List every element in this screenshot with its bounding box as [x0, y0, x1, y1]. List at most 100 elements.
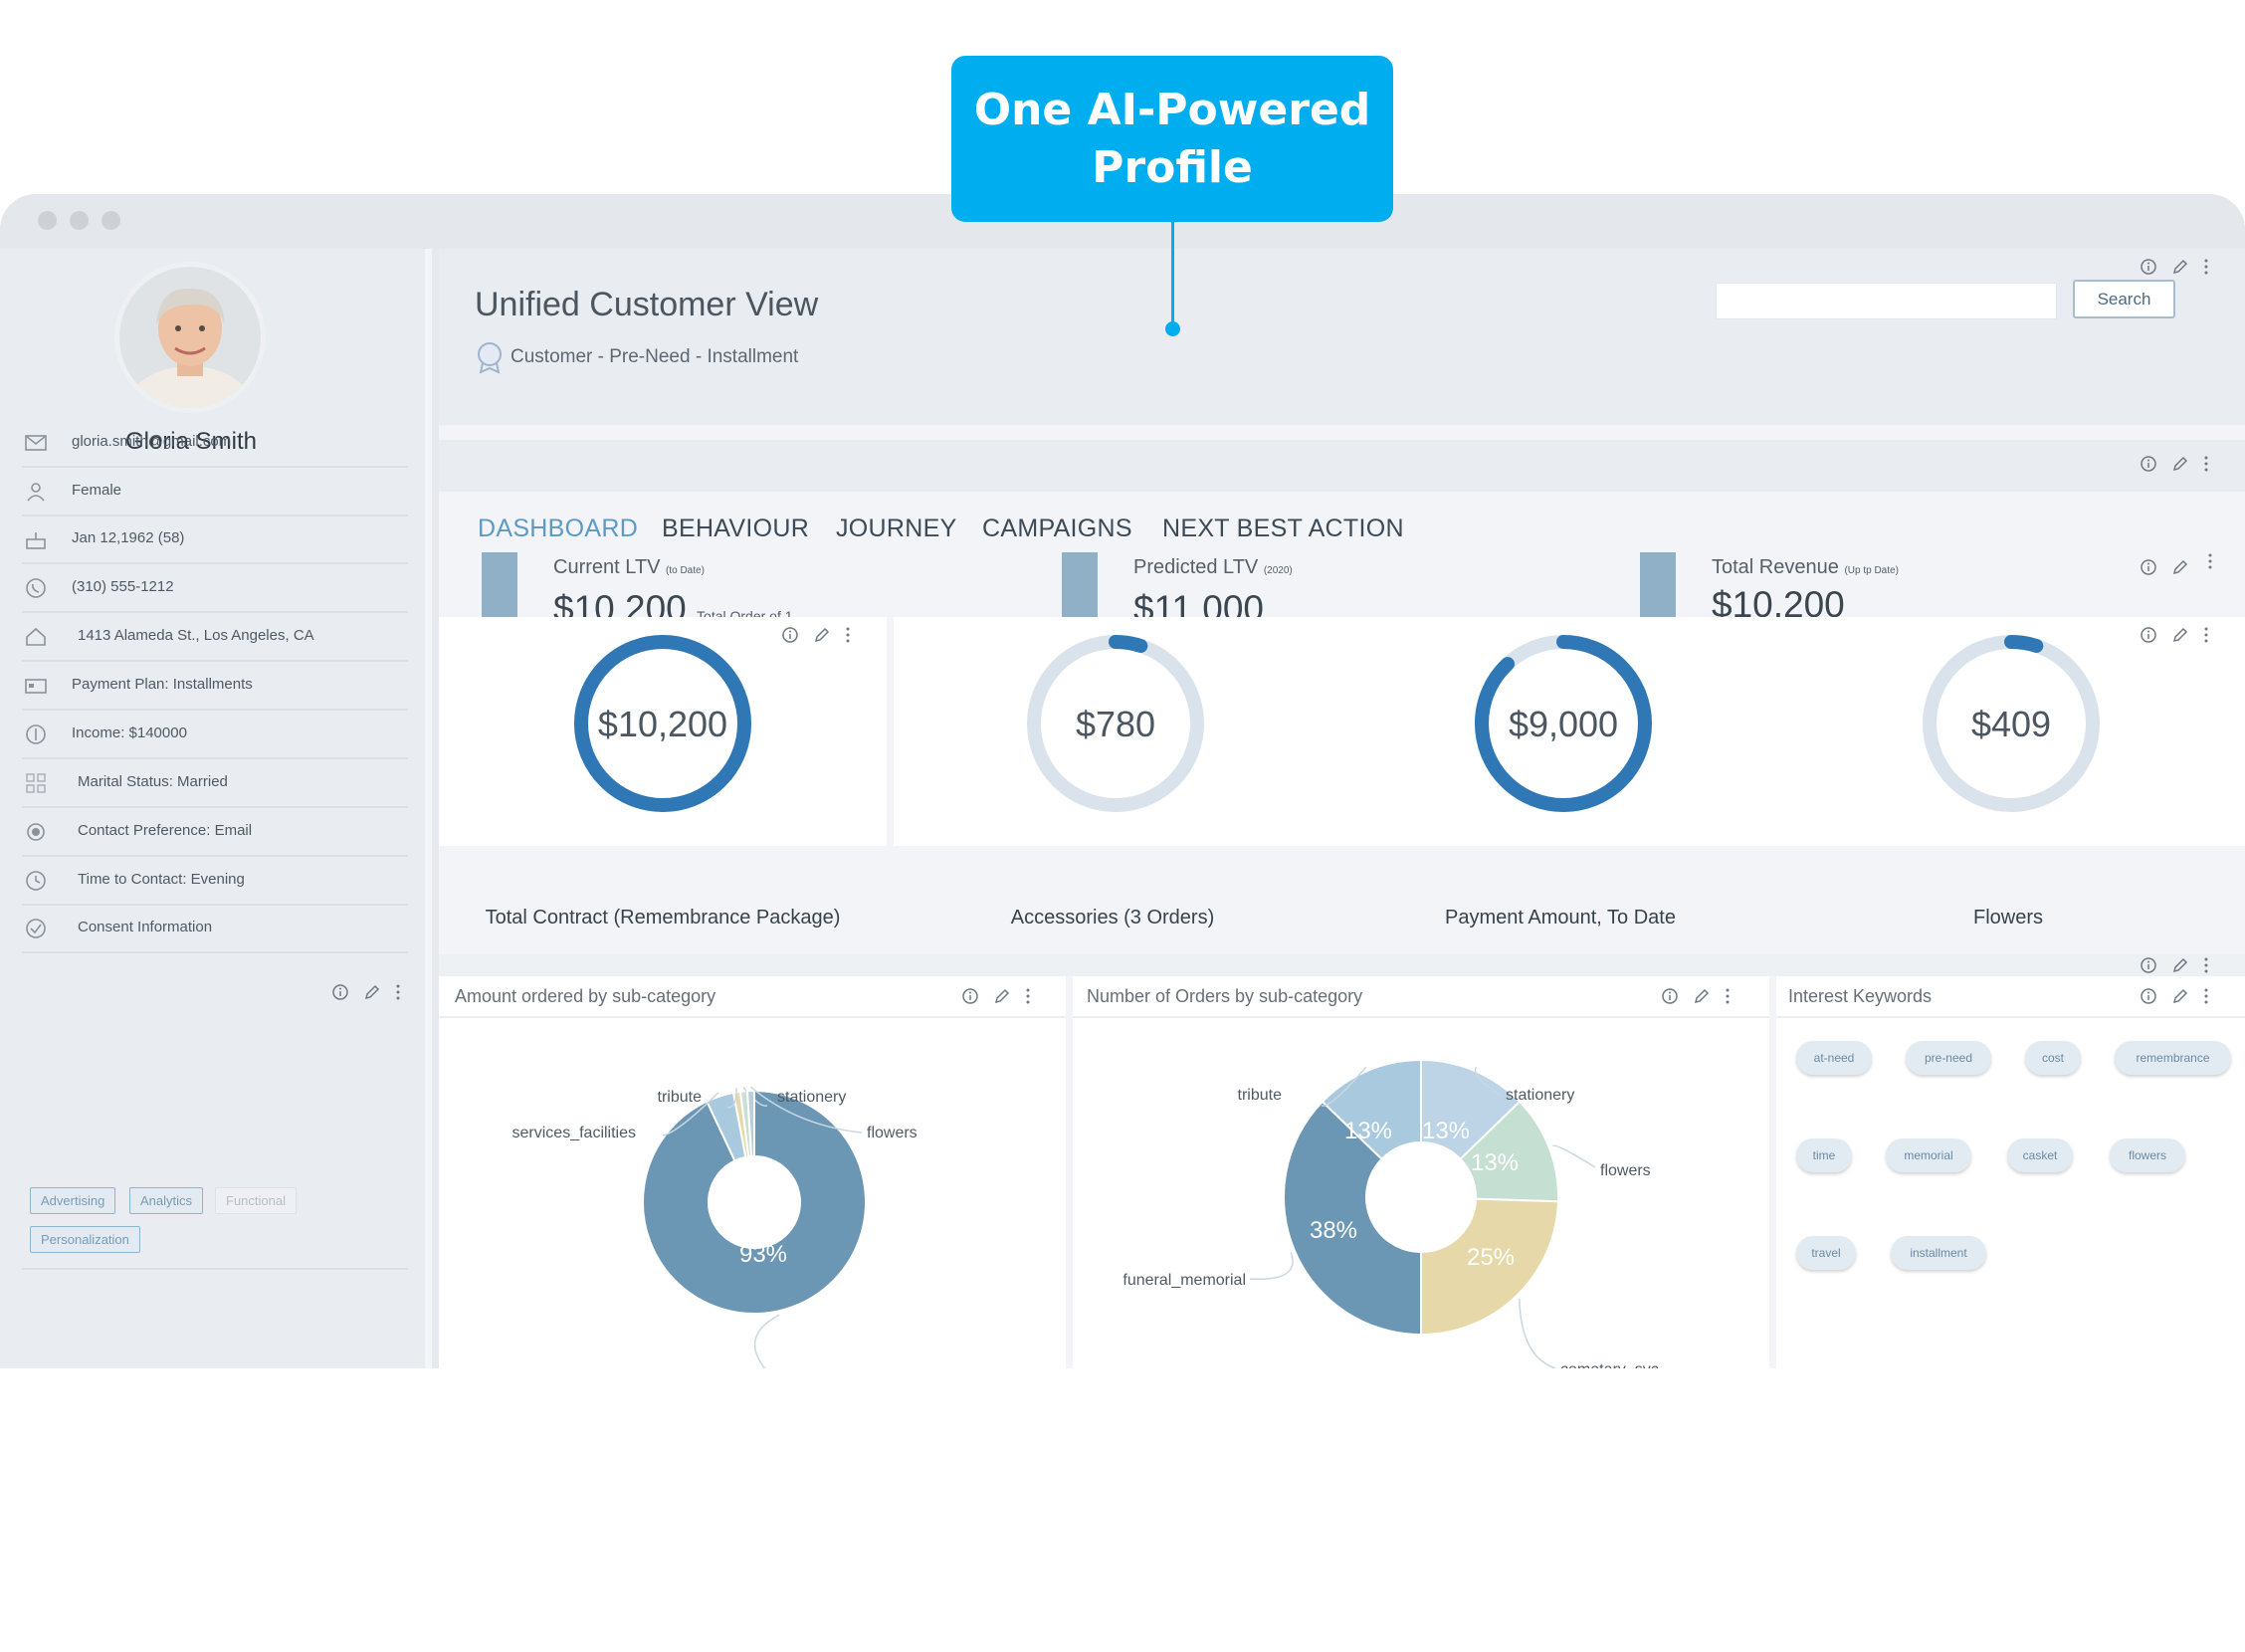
orders-by-subcategory-panel: Number of Orders by sub-category 13% stat…	[1073, 976, 1769, 1368]
info-icon[interactable]	[1661, 987, 1679, 1005]
panel-title: Interest Keywords	[1788, 986, 1933, 1006]
info-icon[interactable]	[2140, 558, 2157, 576]
tab-dashboard[interactable]: DASHBOARD	[478, 515, 639, 542]
donut-percent-label: 38%	[1310, 1217, 1357, 1244]
more-vertical-icon[interactable]	[2203, 455, 2209, 473]
donut-leader-line	[749, 1086, 863, 1134]
keyword-chip[interactable]: time	[1796, 1138, 1852, 1172]
more-vertical-icon[interactable]	[845, 626, 851, 644]
more-vertical-icon[interactable]	[2203, 987, 2209, 1005]
info-icon[interactable]	[2140, 987, 2157, 1005]
keyword-chip[interactable]: flowers	[2110, 1138, 2185, 1172]
profile-row: Income: $140000	[22, 711, 408, 759]
sidebar-tools	[331, 983, 401, 1001]
donut-slice-cemetary-svc[interactable]	[1420, 1197, 1559, 1337]
keyword-chip[interactable]: cost	[2025, 1041, 2081, 1075]
consent-chip-personalization[interactable]: Personalization	[30, 1226, 140, 1253]
gauge-label-total-contract: Total Contract (Remembrance Package)	[485, 907, 841, 929]
kpi-label: Predicted LTV (2020)	[1133, 556, 1293, 578]
donut-percent-label: 13%	[1344, 1118, 1392, 1144]
info-icon[interactable]	[2140, 626, 2157, 644]
edit-pencil-icon[interactable]	[2171, 956, 2189, 974]
kpi-label: Total Revenue (Up tp Date)	[1712, 556, 1899, 578]
donut-leader-line	[1519, 1298, 1556, 1368]
donut-category-label: tribute	[658, 1089, 703, 1106]
info-icon[interactable]	[331, 983, 349, 1001]
profile-row-text: Income: $140000	[72, 724, 187, 741]
profile-row: Payment Plan: Installments	[22, 662, 408, 711]
profile-row-text: Jan 12,1962 (58)	[72, 529, 185, 546]
gauge-fill-arc	[1027, 635, 1204, 812]
more-vertical-icon[interactable]	[2203, 626, 2209, 644]
more-vertical-icon[interactable]	[2203, 258, 2209, 276]
kpi-tools	[2140, 558, 2189, 576]
search-input[interactable]	[1716, 283, 2057, 319]
more-vertical-icon[interactable]	[1025, 987, 1031, 1005]
gauge-value: $9,000	[1509, 704, 1618, 744]
edit-pencil-icon[interactable]	[993, 987, 1011, 1005]
donut-slice-tribute[interactable]	[1321, 1058, 1422, 1161]
edit-pencil-icon[interactable]	[2171, 626, 2189, 644]
info-icon[interactable]	[2140, 455, 2157, 473]
gauge-label-accessories: Accessories (3 Orders)	[1010, 907, 1215, 929]
divider	[1776, 1016, 2245, 1018]
page-title: Unified Customer View	[475, 286, 819, 323]
edit-pencil-icon[interactable]	[1693, 987, 1711, 1005]
donut-slice-flowers[interactable]	[745, 1089, 755, 1158]
more-vertical-icon[interactable]	[1725, 987, 1731, 1005]
window-dot-close[interactable]	[38, 211, 57, 230]
profile-row: 1413 Alameda St., Los Angeles, CA	[22, 613, 408, 662]
keyword-chip[interactable]: pre-need	[1906, 1041, 1991, 1075]
tab-next-best-action[interactable]: NEXT BEST ACTION	[1162, 515, 1404, 542]
keyword-chip[interactable]: installment	[1891, 1236, 1986, 1270]
more-vertical-icon[interactable]	[2203, 956, 2209, 974]
edit-pencil-icon[interactable]	[2171, 455, 2189, 473]
info-icon[interactable]	[2140, 258, 2157, 276]
target-icon	[27, 823, 45, 841]
consent-chip-functional[interactable]: Functional	[215, 1187, 297, 1214]
donut-slice-funeral-memorial[interactable]	[1283, 1100, 1422, 1337]
tab-journey[interactable]: JOURNEY	[836, 515, 957, 542]
info-icon[interactable]	[781, 626, 799, 644]
kpi-more	[2207, 552, 2213, 570]
tab-campaigns[interactable]: CAMPAIGNS	[982, 515, 1132, 542]
edit-pencil-icon[interactable]	[2171, 558, 2189, 576]
tab-behaviour[interactable]: BEHAVIOUR	[662, 515, 810, 542]
donut-category-label: services_facilities	[512, 1125, 636, 1141]
keyword-chip[interactable]: at-need	[1796, 1041, 1872, 1075]
window-dot-maximize[interactable]	[102, 211, 120, 230]
edit-pencil-icon[interactable]	[2171, 987, 2189, 1005]
donut-category-label: stationery	[1506, 1087, 1574, 1104]
callout-line2: Profile	[1092, 141, 1253, 193]
consent-chip-analytics[interactable]: Analytics	[129, 1187, 204, 1214]
panel-tools	[1661, 987, 1731, 1005]
window-dot-minimize[interactable]	[70, 211, 89, 230]
keyword-chip[interactable]: memorial	[1886, 1138, 1971, 1172]
envelope-icon	[25, 435, 47, 451]
profile-row-text: gloria.smith@gmail.com	[72, 433, 232, 450]
more-vertical-icon[interactable]	[395, 983, 401, 1001]
edit-pencil-icon[interactable]	[363, 983, 381, 1001]
donut-category-label: flowers	[867, 1125, 918, 1141]
keyword-chip[interactable]: casket	[2007, 1138, 2073, 1172]
profile-row-text: Time to Contact: Evening	[78, 871, 245, 888]
info-icon[interactable]	[2140, 956, 2157, 974]
keyword-chip[interactable]: travel	[1796, 1236, 1856, 1270]
panel-title: Amount ordered by sub-category	[455, 986, 716, 1006]
divider	[439, 1016, 1066, 1018]
donut-percent-label: 93%	[739, 1241, 787, 1268]
donut-category-label: tribute	[1238, 1087, 1283, 1104]
profile-row: Female	[22, 468, 408, 516]
edit-pencil-icon[interactable]	[813, 626, 831, 644]
search-button[interactable]: Search	[2073, 280, 2175, 318]
keyword-chip[interactable]: remembrance	[2115, 1041, 2231, 1075]
consent-chip-advertising[interactable]: Advertising	[30, 1187, 116, 1214]
gauge-value: $780	[1076, 704, 1155, 744]
bottom-tools	[2140, 956, 2209, 974]
donut-slice-remembrance-pkg[interactable]	[642, 1089, 867, 1315]
more-vertical-icon[interactable]	[2207, 552, 2213, 570]
kpi-label: Current LTV (to Date)	[553, 556, 705, 578]
edit-pencil-icon[interactable]	[2171, 258, 2189, 276]
donut-leader-line	[726, 1088, 737, 1109]
info-icon[interactable]	[961, 987, 979, 1005]
